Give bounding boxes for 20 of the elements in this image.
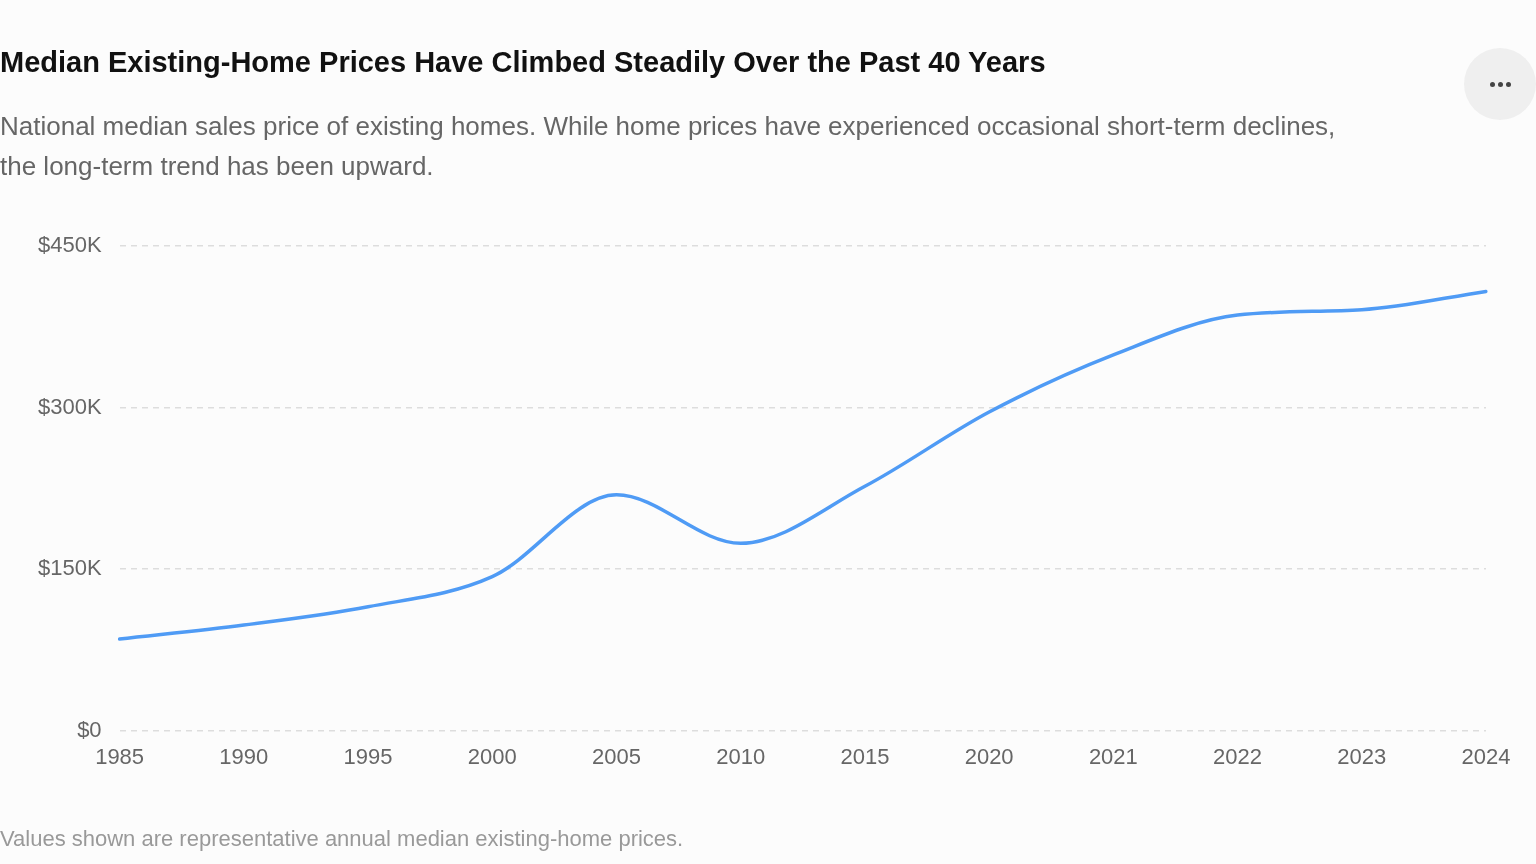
y-tick-label: $150K — [37, 555, 102, 581]
y-tick-label: $450K — [37, 232, 102, 258]
x-tick-label: 2023 — [1337, 743, 1387, 769]
x-tick-label: 2000 — [467, 743, 517, 769]
x-tick-label: 2020 — [964, 743, 1014, 769]
y-tick-label: $300K — [37, 393, 102, 419]
chart-subtitle: National median sales price of existing homes. While home prices have experienced occasional short-term declines, the long-term trend has been upward. — [0, 110, 1337, 183]
x-tick-label: 2005 — [592, 743, 641, 769]
chart-title: Median Existing-Home Prices Have Climbed Steadily Over the Past 40 Years — [0, 46, 1046, 79]
text: Values shown are representative annual median existing-home prices. — [0, 826, 684, 852]
line-series — [117, 289, 1488, 641]
x-tick-label: 2021 — [1088, 743, 1138, 769]
x-tick-label: 2015 — [840, 743, 890, 769]
x-tick-label: 1990 — [219, 743, 269, 769]
x-tick-label: 1995 — [343, 743, 393, 769]
x-tick-label: 2010 — [716, 743, 766, 769]
y-tick-label: $0 — [77, 716, 102, 742]
x-tick-label: 2022 — [1213, 743, 1263, 769]
x-tick-label: 2024 — [1461, 743, 1511, 769]
x-tick-label: 1985 — [95, 743, 145, 769]
